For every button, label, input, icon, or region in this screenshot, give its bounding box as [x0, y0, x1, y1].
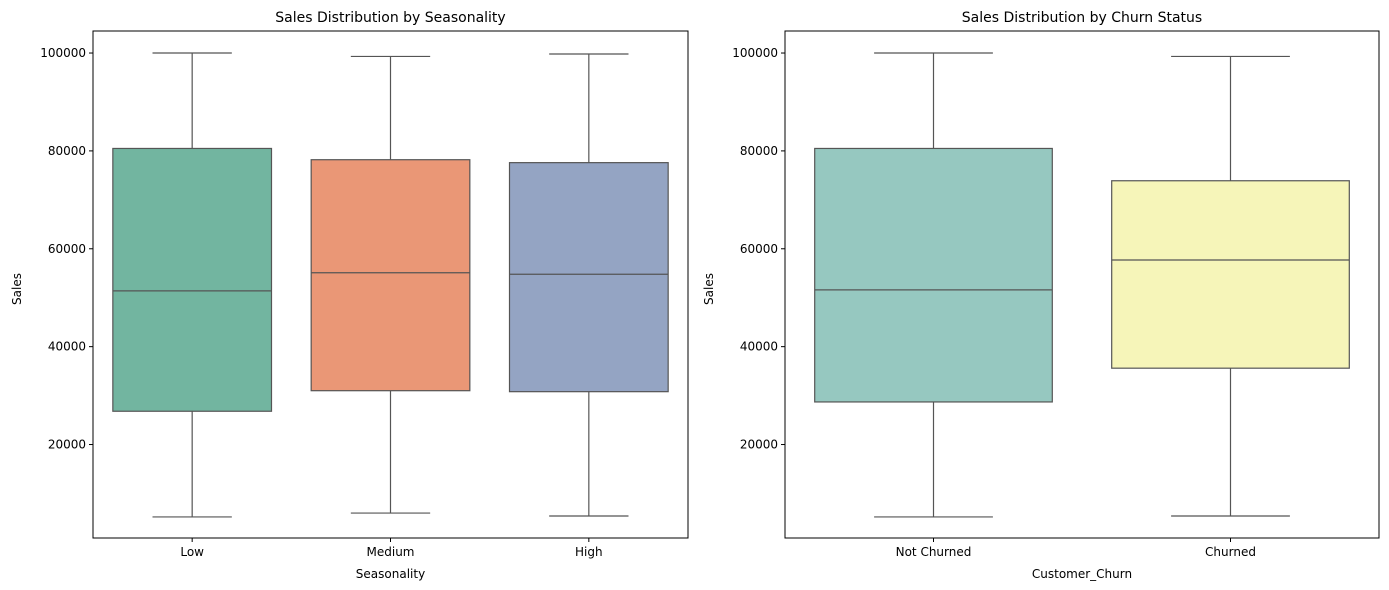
box-high: [508, 162, 669, 393]
y-tick-label: 40000: [48, 340, 86, 354]
y-tick-label: 80000: [740, 144, 778, 158]
box-medium: [310, 159, 471, 392]
y-tick-label: 100000: [732, 46, 778, 60]
box-churned: [1111, 180, 1350, 369]
x-axis-label: Seasonality: [356, 567, 425, 581]
x-tick-label: Low: [180, 545, 204, 559]
chart-panel-churn: Sales Distribution by Churn Status Custo…: [702, 10, 1380, 581]
y-tick-label: 60000: [740, 242, 778, 256]
y-tick-label: 20000: [48, 438, 86, 452]
chart-panel-seasonality: Sales Distribution by Seasonality Season…: [10, 10, 689, 581]
x-axis-label: Customer_Churn: [1032, 567, 1132, 581]
box-not-churned: [814, 147, 1053, 403]
x-tick-label: Medium: [367, 545, 415, 559]
x-tick-label: High: [575, 545, 603, 559]
chart-title: Sales Distribution by Churn Status: [962, 10, 1202, 26]
plot-frame: [784, 30, 1380, 539]
chart-title: Sales Distribution by Seasonality: [275, 10, 505, 26]
y-tick-label: 100000: [40, 46, 86, 60]
y-axis-label: Sales: [10, 273, 24, 305]
x-tick-label: Not Churned: [896, 545, 972, 559]
plot-frame: [92, 30, 689, 539]
box-low: [112, 147, 273, 412]
y-tick-label: 20000: [740, 438, 778, 452]
y-tick-label: 60000: [48, 242, 86, 256]
y-tick-label: 40000: [740, 340, 778, 354]
x-tick-label: Churned: [1205, 545, 1256, 559]
y-axis-label: Sales: [702, 273, 716, 305]
y-tick-label: 80000: [48, 144, 86, 158]
